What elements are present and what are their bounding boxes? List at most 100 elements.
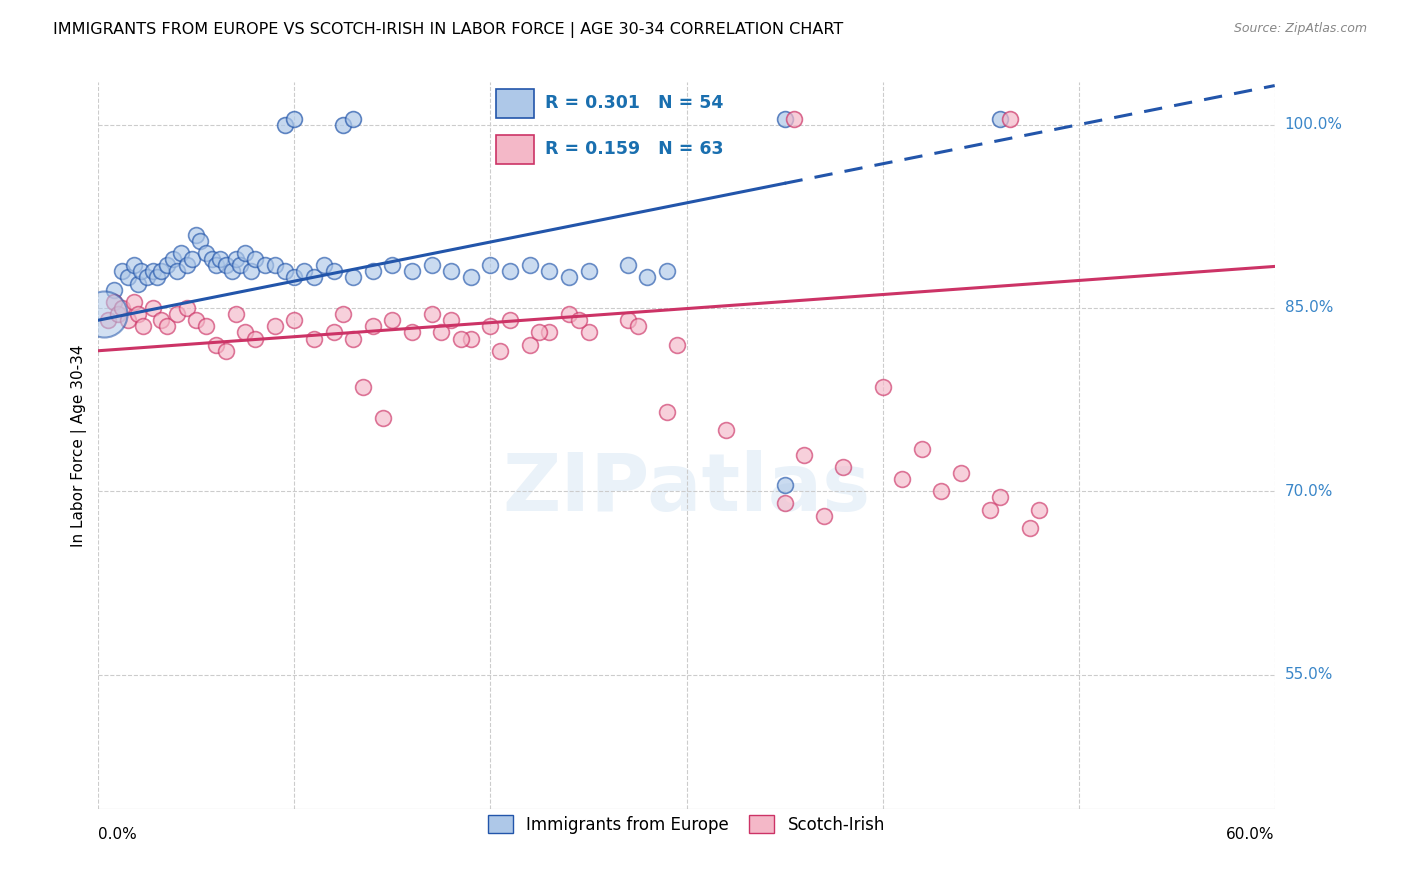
Point — [111, 301, 134, 315]
Point — [773, 112, 796, 126]
Point — [166, 307, 188, 321]
Point — [166, 264, 188, 278]
Point — [950, 466, 973, 480]
Point — [352, 380, 374, 394]
Point — [440, 264, 463, 278]
Point — [1018, 521, 1040, 535]
Point — [156, 258, 179, 272]
Point — [122, 258, 145, 272]
Point — [568, 313, 591, 327]
Point — [131, 264, 153, 278]
Point — [911, 442, 934, 456]
Point — [714, 423, 737, 437]
Point — [253, 258, 276, 272]
Point — [235, 326, 257, 340]
Text: ZIPatlas: ZIPatlas — [502, 450, 870, 528]
Point — [558, 270, 581, 285]
Point — [215, 343, 238, 358]
FancyBboxPatch shape — [496, 135, 534, 163]
Point — [117, 270, 139, 285]
Point — [162, 252, 184, 266]
Point — [245, 252, 267, 266]
Point — [195, 246, 218, 260]
Point — [479, 258, 502, 272]
Point — [225, 307, 247, 321]
Point — [156, 319, 179, 334]
Point — [176, 258, 198, 272]
Text: 60.0%: 60.0% — [1226, 828, 1275, 842]
Point — [188, 234, 211, 248]
Point — [538, 326, 561, 340]
Point — [205, 337, 228, 351]
Point — [381, 258, 404, 272]
Text: 85.0%: 85.0% — [1285, 301, 1333, 316]
Point — [181, 252, 204, 266]
Point — [616, 258, 638, 272]
FancyBboxPatch shape — [496, 89, 534, 118]
Text: 70.0%: 70.0% — [1285, 483, 1333, 499]
Point — [655, 264, 678, 278]
Point — [142, 301, 165, 315]
Point — [150, 313, 173, 327]
Point — [793, 448, 815, 462]
Point — [263, 319, 285, 334]
Point — [773, 496, 796, 510]
Point — [132, 319, 155, 334]
Point — [322, 264, 344, 278]
Point — [245, 332, 267, 346]
Point — [499, 313, 522, 327]
Point — [381, 313, 404, 327]
Point — [519, 258, 541, 272]
Point — [783, 112, 806, 126]
Point — [578, 326, 600, 340]
Y-axis label: In Labor Force | Age 30-34: In Labor Force | Age 30-34 — [72, 344, 87, 547]
Point — [401, 264, 423, 278]
Point — [558, 307, 581, 321]
Point — [283, 112, 305, 126]
Point — [283, 270, 305, 285]
Point — [127, 277, 149, 291]
Point — [872, 380, 894, 394]
Point — [342, 270, 364, 285]
Point — [170, 246, 193, 260]
Point — [136, 270, 159, 285]
Point — [626, 319, 648, 334]
Point — [93, 307, 115, 321]
Point — [361, 264, 384, 278]
Point — [499, 264, 522, 278]
Point — [988, 112, 1011, 126]
Point — [979, 502, 1001, 516]
Point — [529, 326, 551, 340]
Point — [988, 491, 1011, 505]
Point — [450, 332, 472, 346]
Point — [273, 118, 295, 132]
Point — [150, 264, 173, 278]
Point — [292, 264, 315, 278]
Point — [371, 411, 394, 425]
Point — [665, 337, 688, 351]
Point — [361, 319, 384, 334]
Point — [186, 227, 208, 242]
Point — [578, 264, 600, 278]
Text: R = 0.159   N = 63: R = 0.159 N = 63 — [546, 140, 724, 158]
Point — [201, 252, 224, 266]
Point — [195, 319, 218, 334]
Text: 0.0%: 0.0% — [98, 828, 138, 842]
Point — [235, 246, 257, 260]
Point — [420, 307, 443, 321]
Point — [636, 270, 658, 285]
Text: Source: ZipAtlas.com: Source: ZipAtlas.com — [1233, 22, 1367, 36]
Legend: Immigrants from Europe, Scotch-Irish: Immigrants from Europe, Scotch-Irish — [481, 809, 891, 840]
Point — [832, 459, 855, 474]
Point — [122, 294, 145, 309]
Point — [538, 264, 561, 278]
Point — [430, 326, 453, 340]
Point — [263, 258, 285, 272]
Point — [208, 252, 231, 266]
Point — [420, 258, 443, 272]
Point — [127, 307, 149, 321]
Point — [519, 337, 541, 351]
Text: 55.0%: 55.0% — [1285, 667, 1333, 682]
Point — [332, 118, 354, 132]
Point — [489, 343, 512, 358]
